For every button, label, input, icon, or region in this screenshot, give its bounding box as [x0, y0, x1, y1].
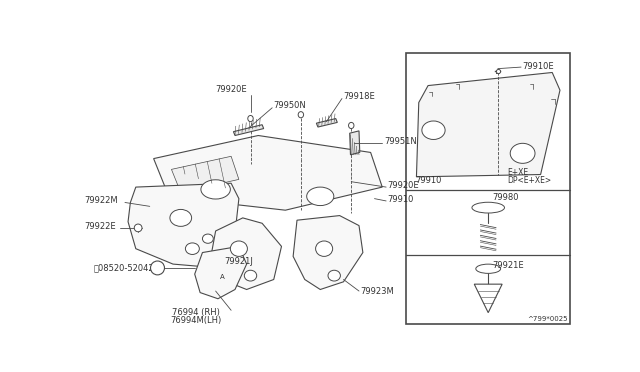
Text: 79950N: 79950N — [274, 101, 307, 110]
Ellipse shape — [248, 115, 253, 122]
Circle shape — [150, 261, 164, 275]
Text: 76994M(LH): 76994M(LH) — [171, 316, 222, 325]
Polygon shape — [417, 73, 560, 177]
Text: 79920E: 79920E — [388, 181, 419, 190]
Text: 79922M: 79922M — [84, 196, 118, 205]
Ellipse shape — [201, 180, 230, 199]
Polygon shape — [154, 135, 382, 210]
Text: A: A — [220, 274, 224, 280]
Ellipse shape — [186, 243, 199, 254]
Polygon shape — [128, 183, 239, 266]
Ellipse shape — [244, 270, 257, 281]
Text: 79910: 79910 — [415, 176, 442, 185]
Ellipse shape — [202, 234, 213, 243]
Ellipse shape — [170, 209, 191, 226]
Polygon shape — [316, 119, 337, 127]
Text: 79951N: 79951N — [384, 137, 417, 146]
Text: 79980: 79980 — [492, 193, 518, 202]
Ellipse shape — [472, 202, 504, 213]
Polygon shape — [195, 246, 246, 299]
Ellipse shape — [316, 241, 333, 256]
Text: Ⓝ08520-52042: Ⓝ08520-52042 — [94, 263, 155, 272]
Ellipse shape — [422, 121, 445, 140]
Text: ^799*0025: ^799*0025 — [527, 315, 568, 322]
Ellipse shape — [230, 241, 248, 256]
Text: 79921J: 79921J — [225, 257, 253, 266]
Polygon shape — [172, 156, 239, 192]
Text: 79921E: 79921E — [492, 261, 524, 270]
Text: E+XE: E+XE — [507, 169, 528, 177]
Ellipse shape — [307, 187, 334, 206]
Ellipse shape — [510, 143, 535, 163]
Text: DP<E+XE>: DP<E+XE> — [507, 176, 551, 185]
Text: 76994 (RH): 76994 (RH) — [172, 308, 220, 317]
Ellipse shape — [328, 270, 340, 281]
Text: 79923M: 79923M — [360, 286, 394, 295]
Text: 79918E: 79918E — [344, 92, 375, 101]
Text: 79910: 79910 — [388, 195, 414, 204]
Ellipse shape — [349, 122, 354, 129]
Text: 79920E: 79920E — [215, 85, 247, 94]
Ellipse shape — [476, 264, 500, 273]
Polygon shape — [210, 218, 282, 289]
Ellipse shape — [298, 112, 303, 118]
Polygon shape — [349, 131, 360, 155]
Text: 79922E: 79922E — [84, 222, 115, 231]
Text: S: S — [155, 263, 160, 272]
Bar — [406, 53, 570, 324]
Polygon shape — [474, 284, 502, 312]
Text: 79910E: 79910E — [523, 62, 554, 71]
Polygon shape — [293, 216, 363, 289]
Polygon shape — [234, 125, 264, 135]
Ellipse shape — [134, 224, 142, 232]
